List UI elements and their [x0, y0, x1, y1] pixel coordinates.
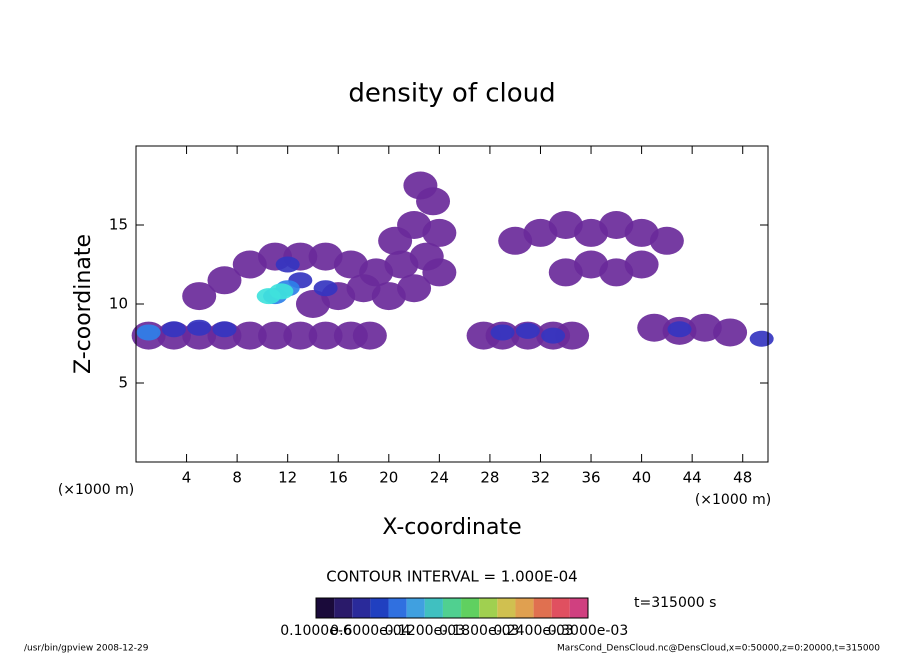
colorbar-swatch: [352, 598, 371, 618]
x-tick-label: 40: [632, 469, 651, 487]
x-tick-label: 36: [581, 469, 600, 487]
plot-frame: [135, 145, 769, 463]
colorbar-swatch: [569, 598, 588, 618]
density-cell: [308, 321, 343, 350]
colorbar-swatch: [316, 598, 335, 618]
density-cell: [422, 258, 457, 287]
x-tick-label: 24: [430, 469, 449, 487]
density-cell: [207, 266, 242, 295]
x-tick-label: 12: [278, 469, 297, 487]
x-axis-label: X-coordinate: [382, 515, 521, 540]
density-cell: [187, 319, 212, 336]
density-cell: [136, 324, 161, 341]
density-cell: [161, 321, 186, 338]
x-unit: (×1000 m): [58, 482, 134, 498]
density-cell: [269, 283, 294, 300]
colorbar-swatch: [515, 598, 534, 618]
x-tick-label: 48: [733, 469, 752, 487]
y-tick-label: 15: [109, 216, 128, 234]
density-cell: [275, 256, 300, 273]
colorbar-swatch: [461, 598, 480, 618]
time-label: t=315000 s: [634, 595, 716, 611]
y-tick-label: 10: [109, 295, 128, 313]
density-cell: [397, 274, 432, 303]
colorbar-label: 0.1000e-6: [280, 623, 352, 639]
footer-left: /usr/bin/gpview 2008-12-29: [24, 644, 149, 654]
density-cell: [515, 322, 540, 339]
density-cell: [637, 313, 672, 342]
colorbar-label: 0.3000e-03: [548, 623, 628, 639]
density-cell: [182, 282, 217, 311]
density-cell: [490, 324, 515, 341]
density-cell: [749, 330, 774, 347]
y-tick-label: 5: [118, 374, 128, 392]
x-tick-label: 16: [329, 469, 348, 487]
density-cell: [258, 321, 293, 350]
colorbar-swatch: [533, 598, 552, 618]
density-cell: [283, 321, 318, 350]
y-axis-label: Z-coordinate: [71, 234, 96, 374]
colorbar-swatch: [424, 598, 443, 618]
plot: [131, 171, 774, 350]
footer-right: MarsCond_DensCloud.nc@DensCloud,x=0:5000…: [557, 644, 880, 654]
colorbar-swatch: [551, 598, 570, 618]
density-cell: [422, 218, 457, 247]
colorbar-label: 0.1200e-03: [385, 623, 465, 639]
density-cell: [232, 321, 267, 350]
x-tick-label: 44: [683, 469, 702, 487]
density-cell: [212, 321, 237, 338]
x-tick-label: 4: [182, 469, 192, 487]
density-cell: [687, 313, 722, 342]
density-cell: [624, 250, 659, 279]
colorbar-label: 0.2400e-03: [493, 623, 573, 639]
density-cell: [541, 327, 566, 344]
x-tick-label: 20: [379, 469, 398, 487]
colorbar-swatch: [406, 598, 425, 618]
density-cell: [649, 226, 684, 255]
colorbar-swatch: [334, 598, 353, 618]
x-tick-label: 32: [531, 469, 550, 487]
x-unit: (×1000 m): [695, 492, 771, 508]
colorbar-swatch: [497, 598, 516, 618]
density-cell: [667, 321, 692, 338]
density-cell: [403, 171, 438, 200]
colorbar-swatch: [370, 598, 389, 618]
colorbar-label: 0.1800e-03: [439, 623, 519, 639]
colorbar-frame: [315, 597, 589, 619]
chart-title: density of cloud: [348, 79, 555, 109]
density-cell: [352, 321, 387, 350]
density-cell: [313, 280, 338, 297]
x-tick-label: 28: [480, 469, 499, 487]
density-cell: [555, 321, 590, 350]
colorbar-swatch: [442, 598, 462, 618]
contour-interval: CONTOUR INTERVAL = 1.000E-04: [326, 568, 577, 586]
density-cell: [713, 318, 748, 347]
colorbar-swatch: [479, 598, 498, 618]
colorbar-swatch: [388, 598, 407, 618]
x-tick-label: 8: [232, 469, 242, 487]
colorbar-label: 0.6000e-04: [330, 623, 411, 639]
